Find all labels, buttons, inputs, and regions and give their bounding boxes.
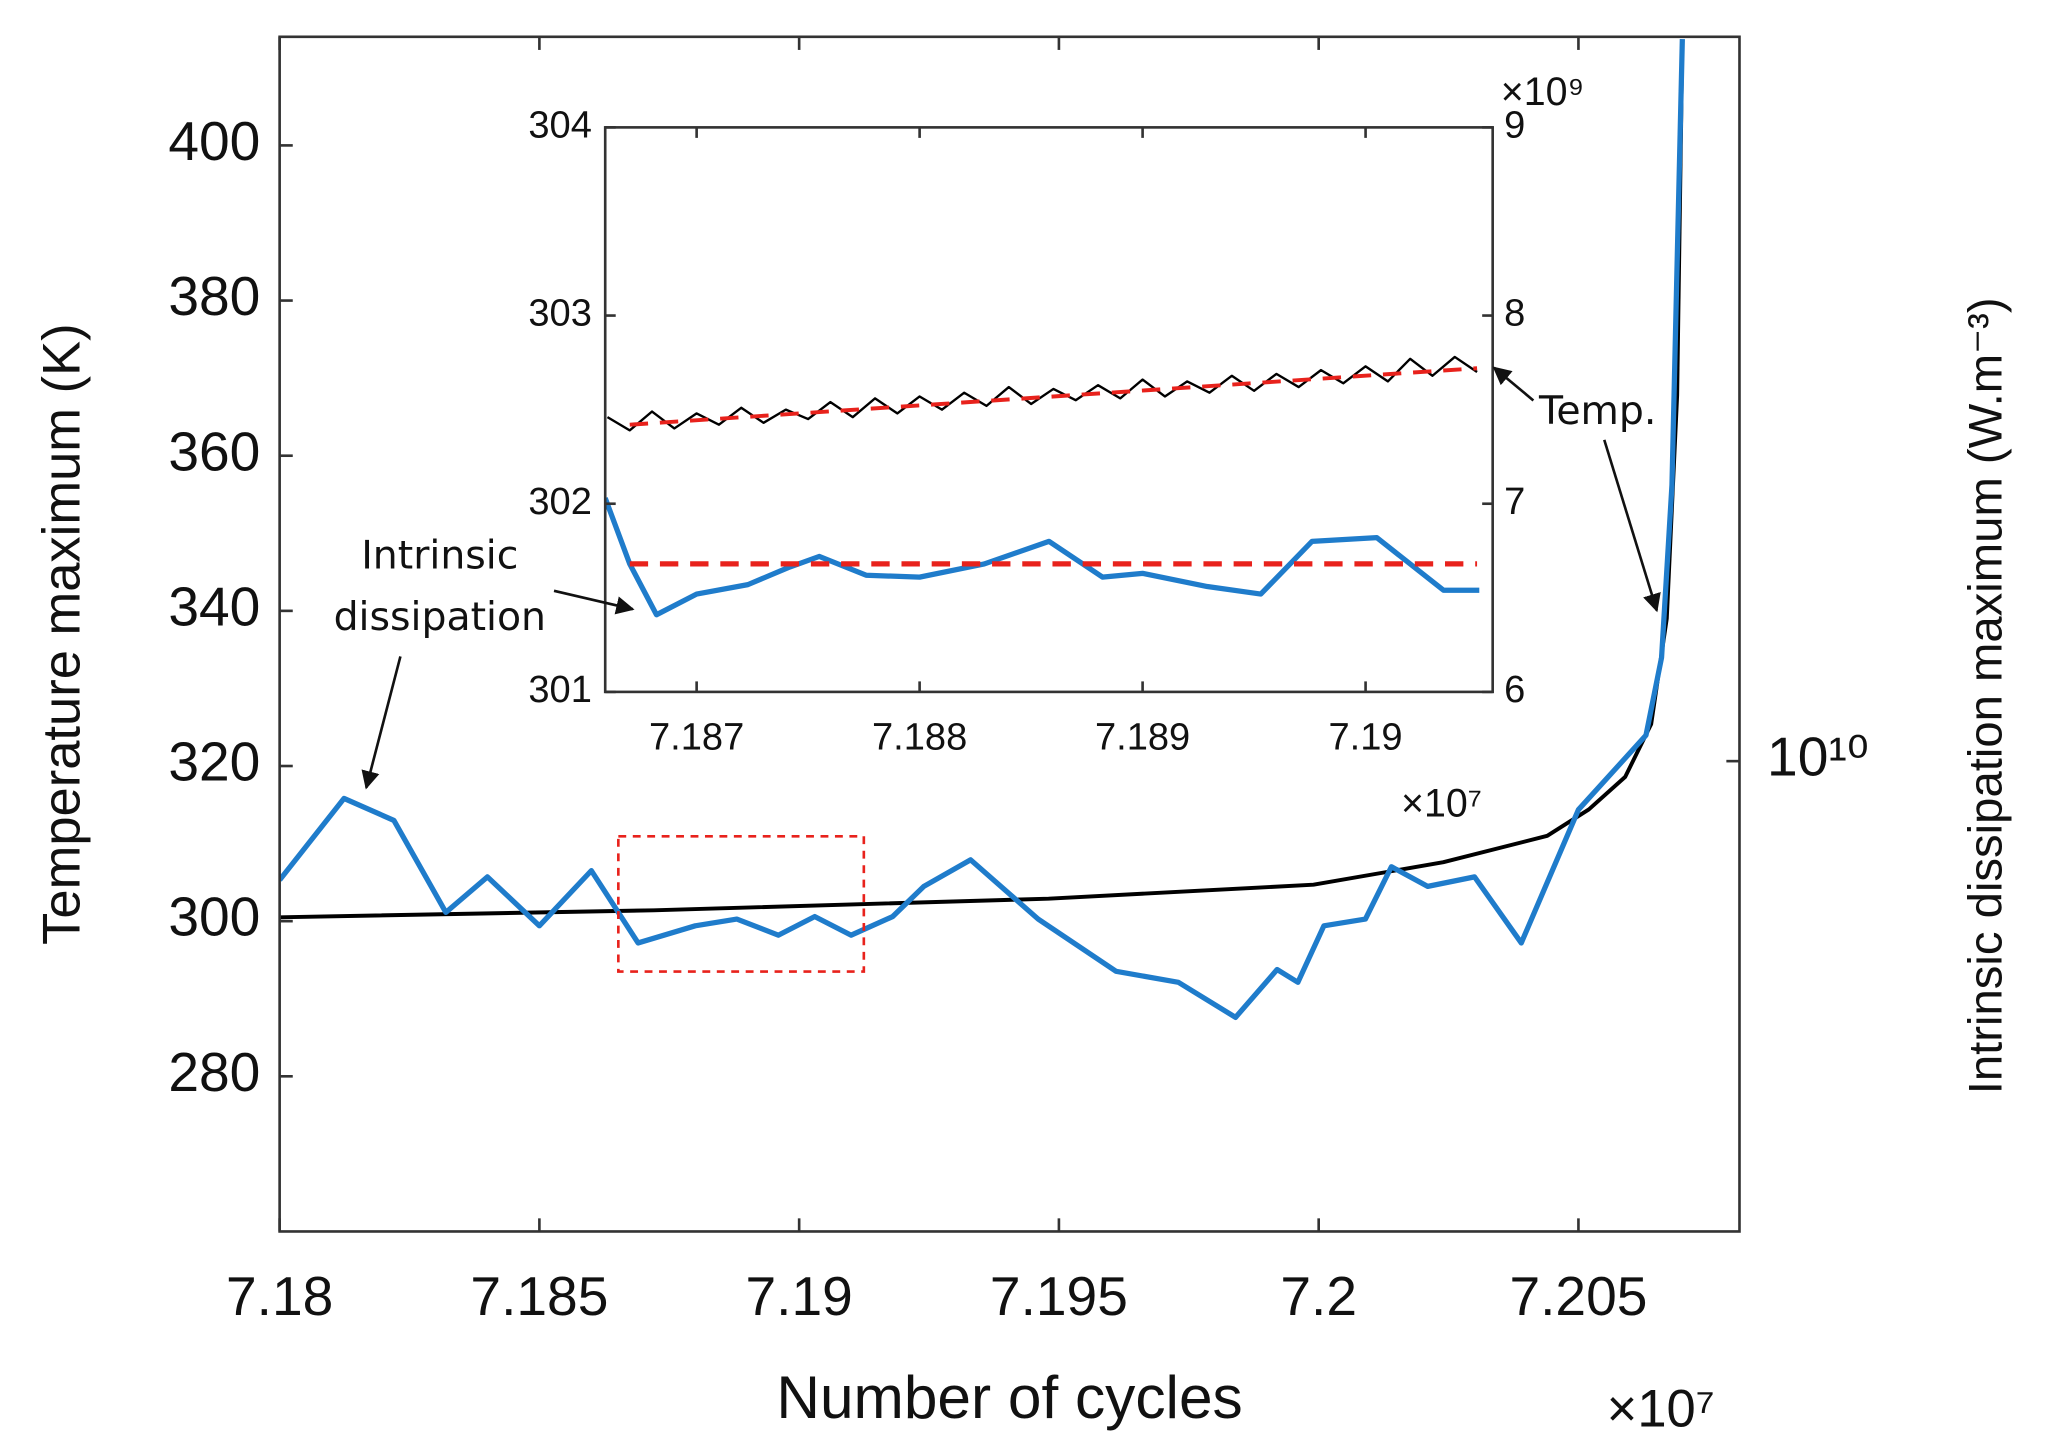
x-tick-label: 7.189 [1095,717,1190,759]
y-axis-label: Temperature maximum (K) [33,323,92,944]
y-tick-label: 303 [528,293,592,335]
annotation: dissipation [334,594,546,640]
y-tick-label: 300 [168,886,260,948]
x-tick-label: 7.188 [872,717,967,759]
series-line [629,366,1478,427]
x-tick-label: 7.19 [1329,717,1403,759]
y2-tick-label: 9 [1504,104,1525,146]
zoom-region [617,834,866,973]
series-line [279,38,1685,1020]
annotation: Temp. [1538,388,1656,434]
y-tick-label: 304 [528,104,592,146]
y2-tick-label: 6 [1504,669,1525,711]
x-multiplier: ×10⁷ [1607,1380,1715,1439]
y2-tick-label: 7 [1504,481,1525,523]
x-tick-label: 7.205 [1509,1265,1647,1327]
x-tick-label: 7.195 [990,1265,1128,1327]
y-tick-label: 340 [168,575,260,637]
y-tick-label: 302 [528,481,592,523]
arrow [553,589,635,615]
y-tick-label: 280 [168,1041,260,1103]
x-tick-label: 7.18 [226,1265,333,1327]
y-tick-label: 380 [168,265,260,327]
x-multiplier: ×10⁷ [1401,782,1482,826]
x-tick-label: 7.185 [470,1265,608,1327]
plots: 7.18 7.185 7.19 7.195 7.2 7.205 280 300 320 340 36… [33,35,2012,1439]
x-tick-label: 7.2 [1280,1265,1357,1327]
y-tick-label: 320 [168,731,260,793]
plot-frame [603,126,1494,694]
y2-tick-label: 10¹⁰ [1767,726,1869,788]
series-line [605,497,1480,618]
x-tick-label: 7.187 [649,717,744,759]
x-axis-label: Number of cycles [776,1363,1242,1431]
plot-frame [278,35,1741,1233]
y-tick-label: 301 [528,669,592,711]
x-tick-label: 7.19 [746,1265,853,1327]
y2-multiplier: ×10⁹ [1501,70,1585,114]
y2-tick-label: 8 [1504,293,1525,335]
annotation: Intrinsic [361,532,518,578]
inset-background [605,127,1493,692]
arrow [1492,366,1535,402]
y2-axis-label: Intrinsic dissipation maximum (W.m⁻³) [1959,297,2012,1094]
y-tick-label: 400 [168,110,260,172]
y-tick-label: 360 [168,420,260,482]
arrow [1603,439,1661,613]
arrow [361,656,402,790]
